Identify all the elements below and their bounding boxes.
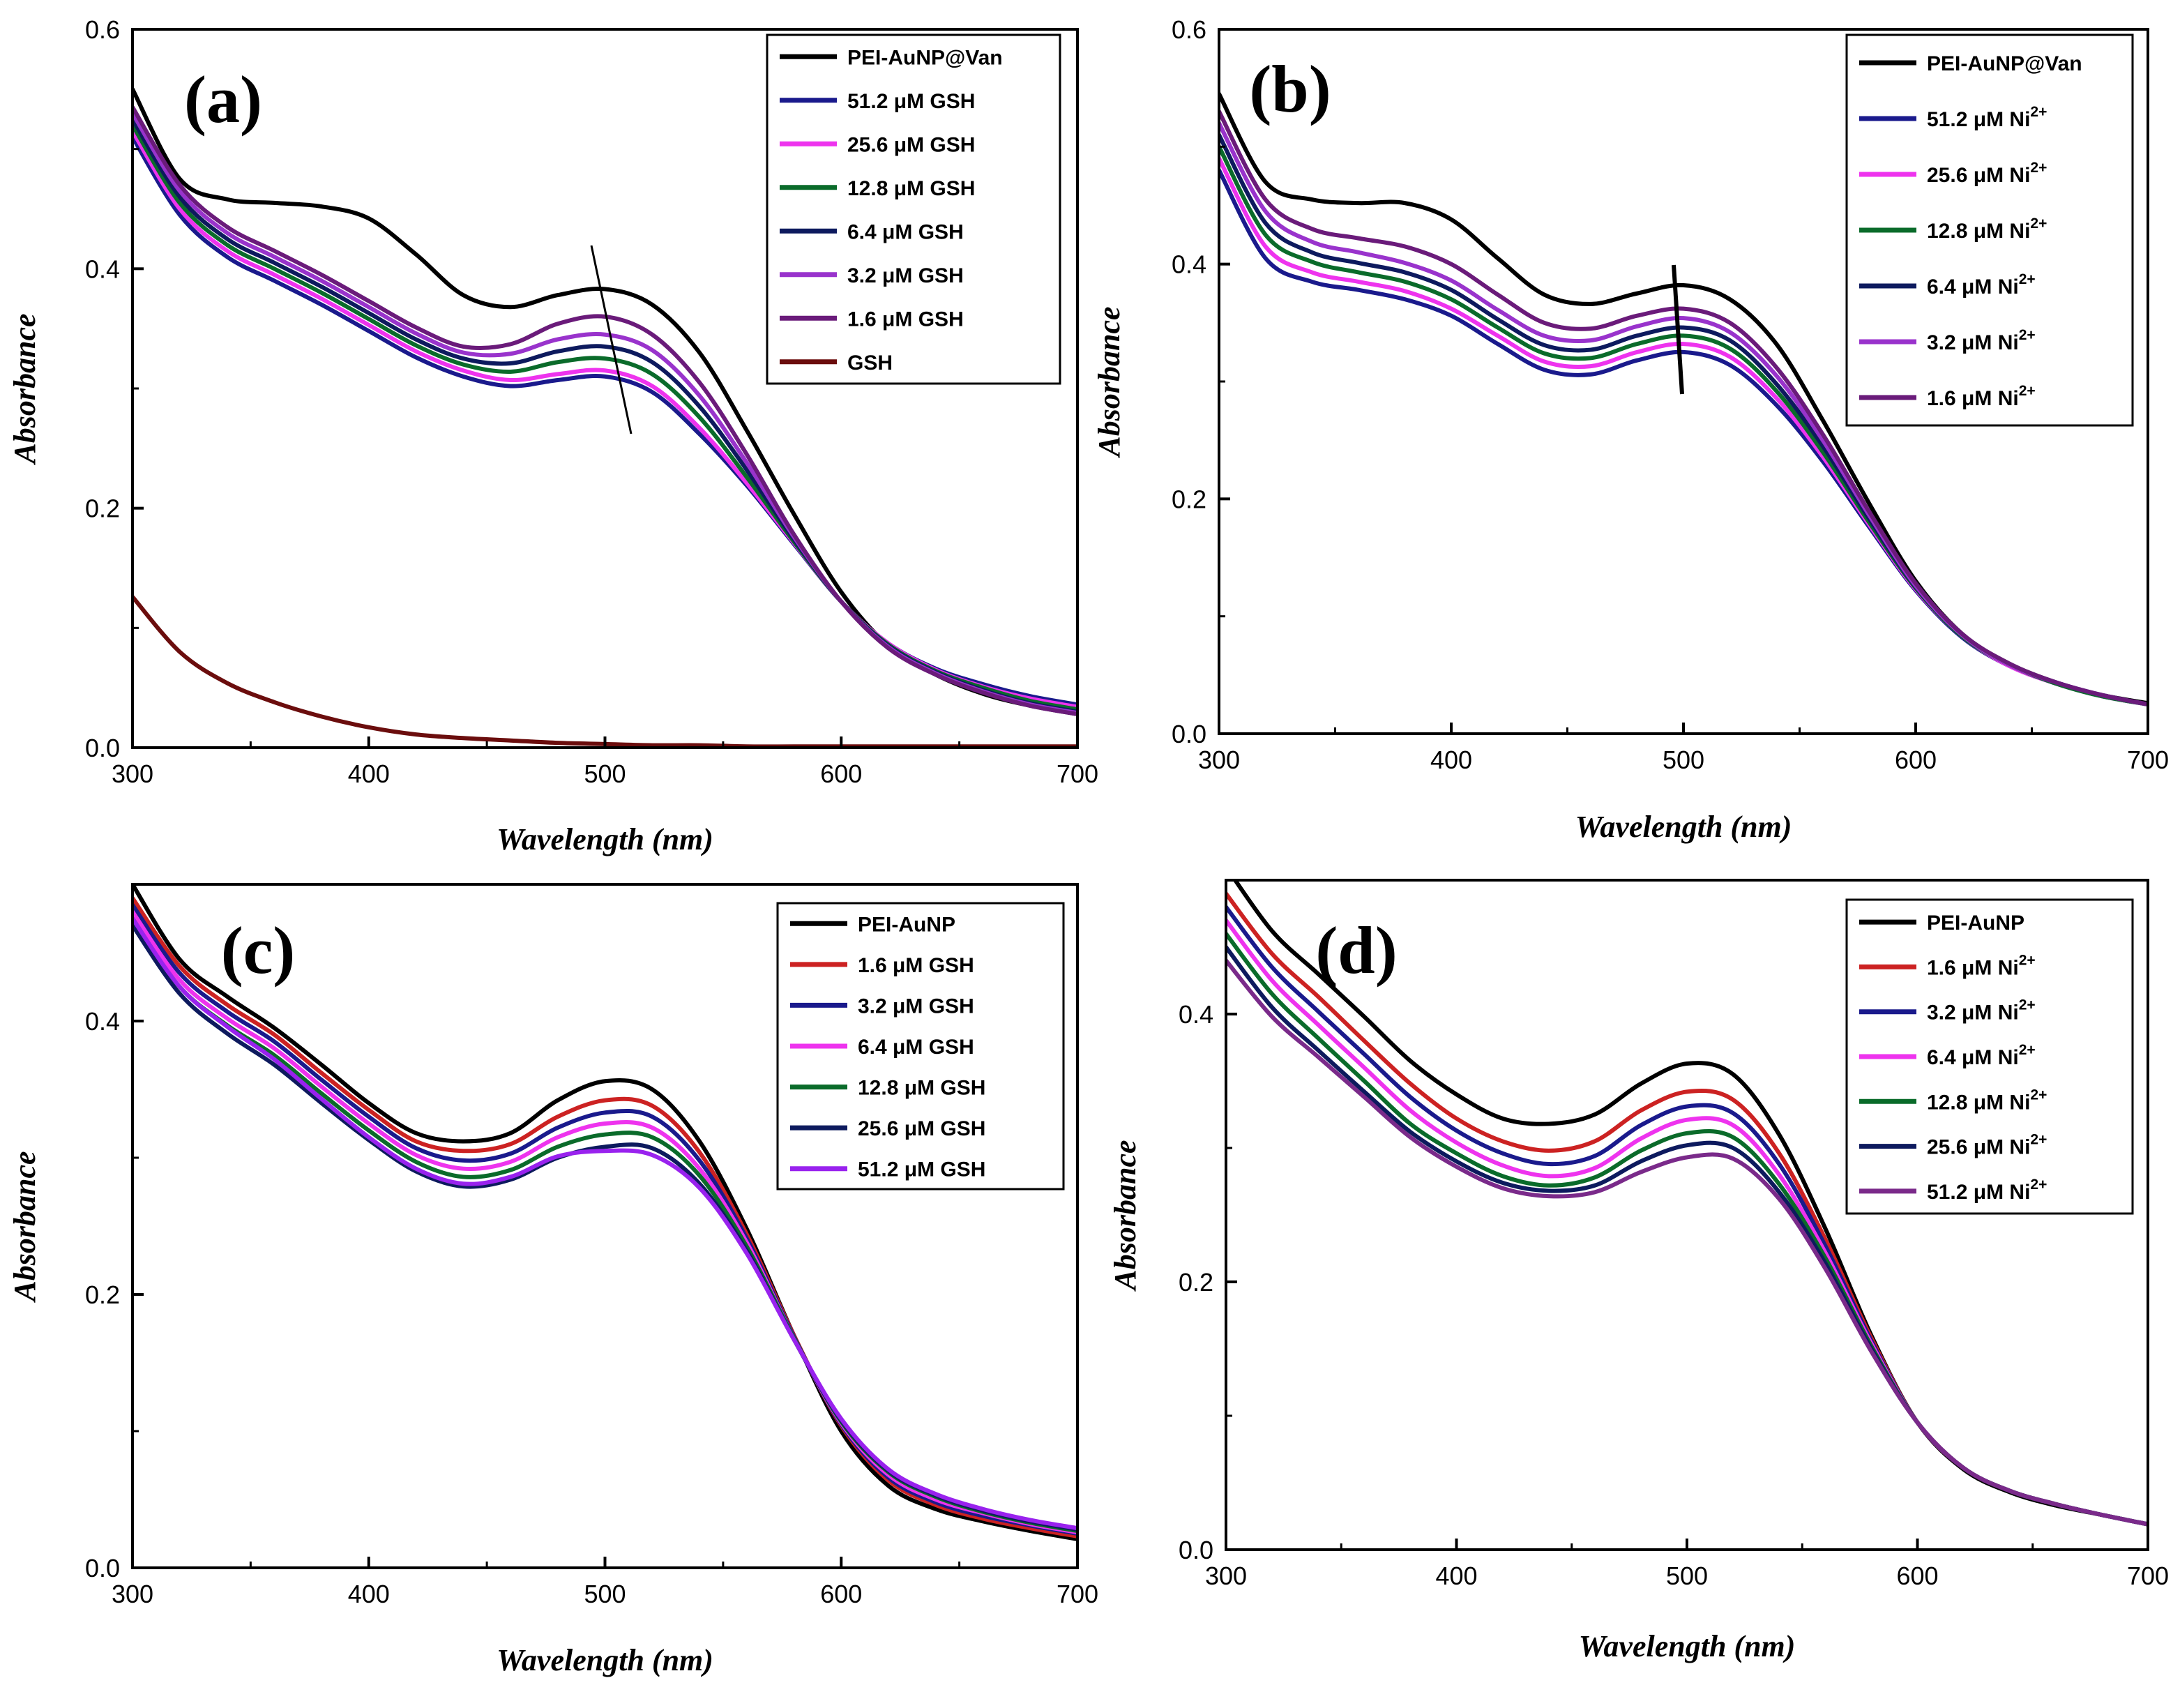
x-tick-label: 600	[1896, 1562, 1938, 1590]
legend-label: GSH	[847, 352, 893, 375]
legend-label: 3.2 μM GSH	[858, 995, 974, 1018]
x-tick-label: 600	[820, 759, 862, 788]
series-line-2	[133, 902, 1077, 1536]
series-line-0	[133, 884, 1077, 1541]
legend-label: 25.6 μM GSH	[847, 133, 975, 156]
series-line-6	[133, 916, 1077, 1531]
x-tick-label: 600	[1895, 746, 1937, 774]
y-tick-label: 0.2	[1172, 485, 1206, 513]
x-axis-title: Wavelength (nm)	[1579, 1629, 1796, 1663]
legend-box	[766, 33, 1061, 385]
series-line-3	[133, 909, 1077, 1535]
panel-a: 300 400 500 600 700 0.0 0.2 0.4 0.6 Wavelength (n…	[8, 15, 1098, 856]
legend-label: PEI-AuNP@Van	[1927, 52, 2082, 75]
x-tick-label: 400	[1435, 1562, 1477, 1590]
x-tick-label: 500	[1663, 746, 1704, 774]
y-axis-title: Absorbance	[1092, 306, 1126, 458]
y-tick-label: 0.4	[85, 1007, 120, 1036]
x-tick-label: 700	[1057, 759, 1098, 788]
legend-label: 1.6 μM Ni2+	[1927, 383, 2036, 410]
legend-label: 3.2 μM GSH	[847, 264, 964, 287]
x-tick-label: 300	[1205, 1562, 1247, 1590]
legend: PEI-AuNP 1.6 μM GSH 3.2 μM GSH 6.4 μM GSH 12…	[776, 902, 1065, 1191]
x-tick-label: 700	[2127, 1562, 2169, 1590]
legend-label: 6.4 μM Ni2+	[1927, 271, 2036, 298]
y-tick-label: 0.4	[1179, 1000, 1213, 1029]
legend-label: PEI-AuNP	[858, 913, 955, 936]
series-line-6	[1226, 958, 2148, 1527]
legend: PEI-AuNP 1.6 μM Ni2+ 3.2 μM Ni2+ 6.4 μM Ni2…	[1845, 898, 2134, 1215]
y-axis-title: Absorbance	[8, 1151, 42, 1303]
panel-b: 300 400 500 600 700 0.0 0.2 0.4 0.6 Wavelength (n…	[1092, 15, 2169, 844]
x-axis-title: Wavelength (nm)	[497, 822, 713, 856]
panel-label: (b)	[1249, 52, 1331, 126]
legend-label: 25.6 μM Ni2+	[1927, 1132, 2047, 1159]
x-tick-label: 400	[348, 759, 390, 788]
x-axis-title: Wavelength (nm)	[1575, 810, 1792, 844]
x-tick-label: 600	[820, 1580, 862, 1608]
legend-label: 12.8 μM GSH	[847, 177, 975, 200]
series-line-6	[1219, 109, 2148, 706]
y-axis-title: Absorbance	[8, 313, 42, 465]
legend-label: PEI-AuNP	[1927, 912, 2024, 935]
y-tick-label: 0.2	[85, 1280, 120, 1309]
legend-label: 12.8 μM Ni2+	[1927, 216, 2047, 243]
panel-d: 300 400 500 600 700 0.0 0.2 0.4 Wavelength (nm) A…	[1108, 879, 2169, 1663]
x-tick-label: 400	[1430, 746, 1472, 774]
series-line-6	[133, 105, 1077, 716]
x-tick-label: 300	[112, 1580, 153, 1608]
panel-label: (d)	[1315, 913, 1397, 988]
legend-label: 25.6 μM GSH	[858, 1117, 985, 1140]
legend-label: 51.2 μM Ni2+	[1927, 104, 2047, 131]
y-tick-label: 0.4	[85, 255, 120, 283]
y-tick-label: 0.0	[1179, 1536, 1213, 1564]
y-tick-label: 0.6	[1172, 15, 1206, 44]
legend-label: 1.6 μM GSH	[858, 954, 974, 977]
y-tick-label: 0.0	[85, 734, 120, 762]
y-axis-title: Absorbance	[1108, 1140, 1142, 1292]
trend-arrow-a	[590, 245, 633, 434]
x-tick-label: 300	[1198, 746, 1240, 774]
series-lines	[1219, 91, 2148, 706]
trend-arrow-b	[1672, 264, 1684, 395]
legend-label: 6.4 μM GSH	[858, 1036, 974, 1059]
y-tick-label: 0.6	[85, 15, 120, 44]
legend-label: 51.2 μM Ni2+	[1927, 1177, 2047, 1204]
series-lines	[133, 884, 1077, 1541]
y-tick-label: 0.4	[1172, 250, 1206, 279]
legend-label: 1.6 μM GSH	[847, 308, 964, 331]
y-tick-label: 0.0	[1172, 720, 1206, 748]
x-tick-label: 400	[348, 1580, 390, 1608]
legend: PEI-AuNP@Van 51.2 μM GSH 25.6 μM GSH 12.8 μ…	[766, 33, 1061, 385]
x-tick-label: 500	[1666, 1562, 1708, 1590]
y-tick-label: 0.2	[85, 494, 120, 523]
x-axis-title: Wavelength (nm)	[497, 1643, 713, 1677]
series-line-1	[133, 895, 1077, 1539]
panel-label: (a)	[184, 62, 262, 137]
series-lines	[1226, 880, 2148, 1527]
legend-label: PEI-AuNP@Van	[847, 46, 1003, 69]
y-tick-label: 0.2	[1179, 1268, 1213, 1297]
legend-label: 6.4 μM Ni2+	[1927, 1042, 2036, 1069]
panel-label: (c)	[221, 913, 296, 988]
x-tick-label: 500	[584, 1580, 626, 1608]
x-tick-label: 300	[112, 759, 153, 788]
legend-label: 12.8 μM GSH	[858, 1077, 985, 1100]
legend-label: 51.2 μM GSH	[858, 1158, 985, 1181]
legend-label: 3.2 μM Ni2+	[1927, 327, 2036, 354]
legend-label: 6.4 μM GSH	[847, 220, 964, 243]
panel-c: 300 400 500 600 700 0.0 0.2 0.4 Wavelength (nm) A…	[8, 883, 1098, 1677]
legend-label: 1.6 μM Ni2+	[1927, 952, 2036, 979]
legend-label: 3.2 μM Ni2+	[1927, 997, 2036, 1025]
x-tick-label: 700	[1057, 1580, 1098, 1608]
legend-label: 25.6 μM Ni2+	[1927, 160, 2047, 187]
legend-label: 51.2 μM GSH	[847, 90, 975, 113]
x-tick-label: 500	[584, 759, 626, 788]
legend: PEI-AuNP@Van 51.2 μM Ni2+ 25.6 μM Ni2+ 12.8…	[1845, 33, 2134, 427]
x-tick-label: 700	[2127, 746, 2169, 774]
y-tick-label: 0.0	[85, 1554, 120, 1582]
series-lines	[133, 86, 1077, 748]
legend-label: 12.8 μM Ni2+	[1927, 1087, 2047, 1114]
